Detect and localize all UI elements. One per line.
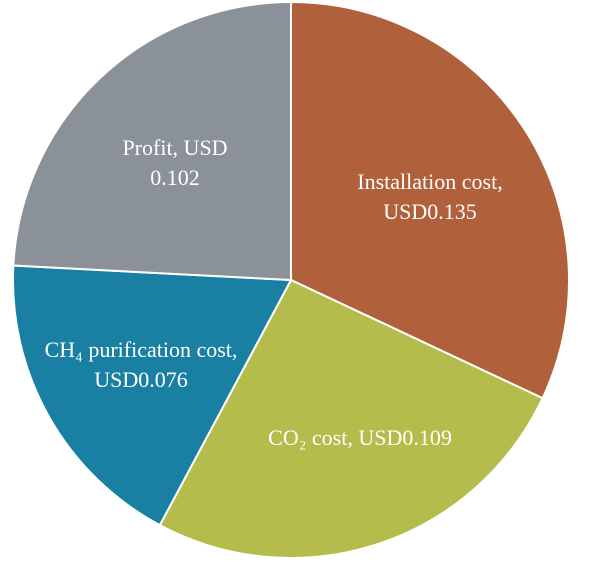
pie-slice [12, 264, 293, 527]
slice-label: CH₄ purification cost, USD0.076 [44, 337, 238, 392]
slice-label: CO₂ cost, USD0.109 [268, 425, 452, 450]
pie-slice [158, 278, 544, 559]
pie-slice [12, 0, 292, 282]
slice-label: Profit, USD 0.102 [122, 135, 228, 190]
slice-label: Installation cost, USD0.135 [357, 169, 503, 224]
pie-slice [290, 0, 570, 400]
